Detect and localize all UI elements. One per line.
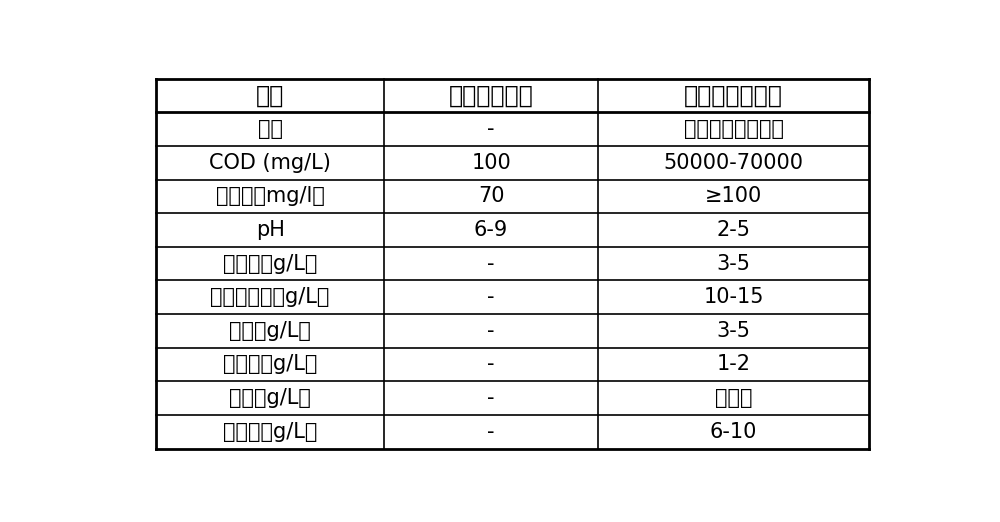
Text: 3-5: 3-5 — [717, 254, 751, 274]
Text: -: - — [487, 388, 495, 408]
Text: 苯甲醚（g/L）: 苯甲醚（g/L） — [223, 354, 317, 374]
Text: 10-15: 10-15 — [703, 287, 764, 307]
Text: -: - — [487, 422, 495, 442]
Text: COD (mg/L): COD (mg/L) — [209, 153, 331, 173]
Text: 6-9: 6-9 — [474, 220, 508, 240]
Text: 项目: 项目 — [256, 84, 284, 108]
Text: 甲基硫酸钠（g/L）: 甲基硫酸钠（g/L） — [210, 287, 330, 307]
Text: 100: 100 — [471, 153, 511, 173]
Text: 甲醇（g/L）: 甲醇（g/L） — [229, 388, 311, 408]
Text: 70: 70 — [478, 186, 504, 206]
Text: -: - — [487, 119, 495, 139]
Text: 不确定: 不确定 — [715, 388, 752, 408]
Text: 焦油类（g/L）: 焦油类（g/L） — [223, 422, 317, 442]
Text: ≥100: ≥100 — [705, 186, 762, 206]
Text: 国家排放指标: 国家排放指标 — [449, 84, 533, 108]
Text: 外观: 外观 — [258, 119, 283, 139]
Text: 工艺废水实测值: 工艺废水实测值 — [684, 84, 783, 108]
Text: 深褐色刺激性液体: 深褐色刺激性液体 — [684, 119, 784, 139]
Text: 6-10: 6-10 — [710, 422, 757, 442]
Text: -: - — [487, 354, 495, 374]
Text: pH: pH — [256, 220, 285, 240]
Text: 悬浮物（mg/l）: 悬浮物（mg/l） — [216, 186, 325, 206]
Text: 50000-70000: 50000-70000 — [664, 153, 804, 173]
Text: -: - — [487, 321, 495, 341]
Text: -: - — [487, 254, 495, 274]
Text: 2-5: 2-5 — [717, 220, 751, 240]
Text: 1-2: 1-2 — [717, 354, 751, 374]
Text: 硫酸钠（g/L）: 硫酸钠（g/L） — [223, 254, 317, 274]
Text: 3-5: 3-5 — [717, 321, 751, 341]
Text: -: - — [487, 287, 495, 307]
Text: 苯酚（g/L）: 苯酚（g/L） — [229, 321, 311, 341]
